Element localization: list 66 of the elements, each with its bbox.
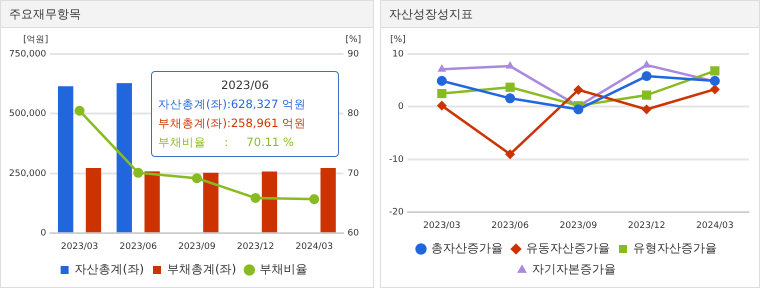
y-tick-label: 10 — [392, 49, 404, 60]
point — [437, 88, 446, 98]
annotation: 자산총계(좌):628,327 억원 — [158, 96, 308, 113]
legend-label: 부채총계(좌) — [167, 262, 236, 276]
bar — [144, 171, 160, 232]
annotation: 2023/06 — [220, 77, 270, 94]
point — [74, 106, 85, 116]
x-tick-label: 2024/03 — [696, 220, 734, 231]
legend-label: 자기자본증가율 — [532, 262, 616, 276]
y-tick-label: -20 — [388, 208, 404, 218]
legend-label: 유동자산증가율 — [526, 241, 610, 256]
bar — [262, 172, 278, 232]
point — [436, 100, 447, 111]
x-tick-label: 2023/03 — [423, 220, 461, 231]
y-tick-label: -10 — [388, 154, 404, 165]
point — [309, 194, 320, 204]
bar — [86, 168, 102, 232]
y2-tick-label: 80 — [348, 109, 360, 120]
point — [642, 104, 652, 114]
y-axis-title: [억원] — [23, 34, 48, 45]
point — [133, 168, 144, 178]
y2-axis-title: [%] — [346, 34, 362, 45]
legend-label: 총자산증가율 — [431, 241, 503, 256]
x-tick-label: 2023/06 — [120, 242, 158, 252]
point — [710, 84, 720, 94]
x-tick-label: 2023/12 — [236, 242, 274, 252]
point — [573, 84, 584, 95]
point — [642, 60, 651, 68]
y-tick-label: 500,000 — [9, 109, 46, 120]
point — [710, 66, 720, 76]
annotation: 부채비율 : 70.11 % — [158, 134, 295, 151]
point — [250, 192, 261, 203]
y-tick-label: 750,000 — [9, 49, 46, 60]
chart-title: 주요재무항목 — [1, 1, 373, 28]
point — [438, 64, 446, 72]
y-axis-title: [%] — [390, 34, 406, 45]
legend-label: 자산총계(좌) — [74, 262, 144, 276]
bar — [58, 86, 74, 232]
x-tick-label: 2024/03 — [296, 242, 333, 252]
point — [642, 71, 652, 82]
x-tick-label: 2023/12 — [628, 220, 666, 231]
y2-tick-label: 90 — [348, 49, 360, 60]
point — [192, 173, 202, 184]
y-tick-label: 0 — [398, 102, 404, 112]
point — [436, 76, 447, 86]
x-tick-label: 2023/09 — [560, 220, 598, 231]
y2-tick-label: 60 — [348, 228, 360, 239]
bar — [203, 172, 218, 232]
point — [573, 104, 584, 114]
point — [506, 61, 514, 69]
point — [505, 93, 516, 104]
bar — [320, 168, 336, 232]
bar — [116, 83, 132, 232]
x-tick-label: 2023/09 — [178, 242, 216, 252]
legend-label: 부채비율 — [259, 262, 308, 276]
point — [642, 90, 652, 100]
point — [505, 82, 515, 92]
x-tick-label: 2023/03 — [60, 242, 98, 252]
legend-label: 유형자산증가율 — [633, 241, 717, 256]
annotation: 부채총계(좌):258,961 억원 — [158, 115, 308, 132]
chart-title: 자산성장성지표 — [381, 1, 759, 28]
y-tick-label: 250,000 — [9, 168, 46, 179]
y2-tick-label: 70 — [348, 168, 360, 179]
point — [505, 149, 516, 160]
y-tick-label: 0 — [40, 228, 46, 239]
x-tick-label: 2023/06 — [491, 220, 530, 231]
